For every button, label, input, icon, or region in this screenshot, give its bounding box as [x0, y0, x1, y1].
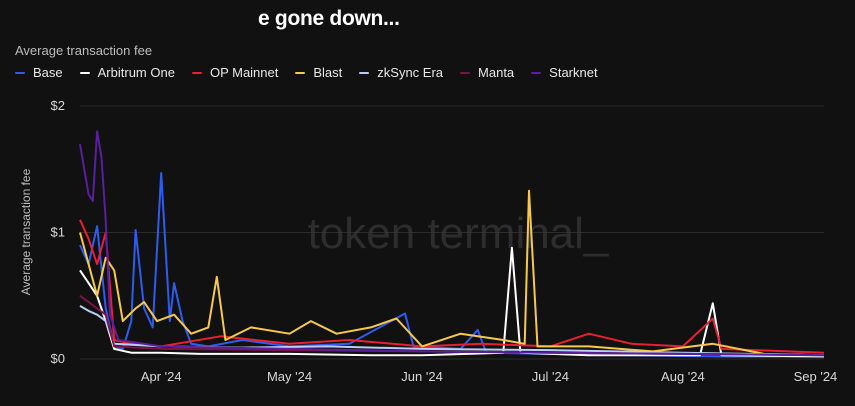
legend-item-starknet[interactable]: Starknet — [531, 65, 598, 80]
x-tick-label: Aug '24 — [661, 369, 705, 384]
legend-item-arbitrum-one[interactable]: Arbitrum One — [79, 65, 175, 80]
legend-swatch — [359, 71, 370, 74]
y-tick-label: $1 — [51, 225, 65, 240]
legend-label: Arbitrum One — [97, 65, 175, 80]
series-line-blast[interactable] — [79, 189, 825, 357]
chart-subtitle: Average transaction fee — [15, 43, 153, 58]
x-tick-label: Jun '24 — [401, 369, 443, 384]
legend-item-base[interactable]: Base — [15, 65, 63, 80]
legend-swatch — [79, 71, 90, 74]
x-tick-label: Sep '24 — [794, 369, 838, 384]
legend-swatch — [531, 71, 542, 74]
y-axis-ticks: $0 $1 $2 — [51, 98, 65, 366]
series-lines — [79, 130, 825, 358]
legend-item-manta[interactable]: Manta — [460, 65, 514, 80]
x-tick-label: May '24 — [267, 369, 312, 384]
x-tick-label: Apr '24 — [141, 369, 182, 384]
legend-label: Starknet — [549, 65, 598, 80]
legend-swatch — [460, 71, 471, 74]
legend-swatch — [295, 71, 306, 74]
y-tick-label: $2 — [51, 98, 65, 113]
legend-swatch — [15, 71, 25, 74]
legend-label: Blast — [313, 65, 343, 80]
watermark: token terminal_ — [308, 209, 609, 258]
legend-item-blast[interactable]: Blast — [295, 65, 342, 80]
legend-label: Manta — [478, 65, 515, 80]
legend: Base Arbitrum One OP Mainnet Blast zkSyn… — [15, 65, 615, 80]
series-line-arbitrum-one[interactable] — [79, 246, 825, 358]
y-axis-label: Average transaction fee — [19, 168, 33, 295]
legend-item-op-mainnet[interactable]: OP Mainnet — [191, 65, 279, 80]
series-line-base[interactable] — [79, 172, 824, 358]
legend-item-zksync-era[interactable]: zkSync Era — [359, 65, 443, 80]
gridlines — [80, 105, 824, 360]
legend-label: Base — [33, 65, 63, 80]
y-tick-label: $0 — [51, 351, 65, 366]
legend-label: zkSync Era — [377, 65, 444, 80]
chart-title: e gone down... — [258, 7, 400, 30]
x-tick-label: Jul '24 — [532, 369, 569, 384]
series-line-starknet[interactable] — [79, 130, 825, 357]
legend-label: OP Mainnet — [209, 65, 279, 80]
x-axis-ticks: Apr '24 May '24 Jun '24 Jul '24 Aug '24 Sep '… — [141, 369, 837, 384]
legend-swatch — [191, 71, 202, 74]
